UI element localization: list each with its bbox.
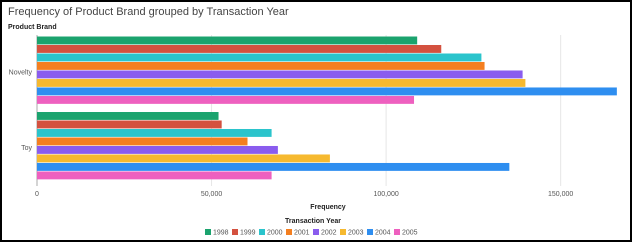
legend-swatch bbox=[394, 229, 400, 235]
legend-label: 2005 bbox=[402, 229, 418, 236]
bar bbox=[37, 70, 523, 79]
legend-swatch bbox=[259, 229, 265, 235]
legend-swatch bbox=[367, 229, 373, 235]
x-tick-label: 150,000 bbox=[548, 191, 573, 198]
legend-swatch bbox=[205, 229, 211, 235]
legend-label: 2002 bbox=[321, 229, 337, 236]
bar bbox=[37, 137, 248, 146]
bar bbox=[37, 45, 442, 53]
bar bbox=[37, 154, 330, 163]
bar bbox=[37, 87, 617, 96]
y-axis-title: Product Brand bbox=[8, 24, 57, 31]
bar bbox=[37, 162, 510, 171]
bar bbox=[37, 112, 219, 120]
y-tick-label: Toy bbox=[21, 145, 32, 152]
bar bbox=[37, 120, 222, 129]
bar bbox=[37, 145, 278, 154]
y-tick-label: Novelty bbox=[9, 70, 33, 77]
x-axis-title: Frequency bbox=[310, 204, 346, 211]
legend-label: 2003 bbox=[348, 229, 364, 236]
legend-label: 1998 bbox=[213, 229, 229, 236]
legend-swatch bbox=[286, 229, 292, 235]
legend-label: 1999 bbox=[240, 229, 256, 236]
x-tick-label: 50,000 bbox=[201, 191, 223, 198]
bar bbox=[37, 53, 482, 62]
legend-label: 2001 bbox=[294, 229, 310, 236]
bar bbox=[37, 171, 272, 180]
legend-swatch bbox=[232, 229, 238, 235]
chart-title: Frequency of Product Brand grouped by Tr… bbox=[8, 6, 289, 18]
legend-title: Transaction Year bbox=[285, 218, 341, 225]
bar bbox=[37, 61, 485, 70]
legend-label: 2000 bbox=[267, 229, 283, 236]
x-tick-label: 100,000 bbox=[373, 191, 398, 198]
legend-label: 2004 bbox=[375, 229, 391, 236]
legend-swatch bbox=[313, 229, 319, 235]
x-tick-label: 0 bbox=[35, 191, 39, 198]
legend-swatch bbox=[340, 229, 346, 235]
bar bbox=[37, 95, 415, 104]
bar bbox=[37, 128, 272, 137]
bar bbox=[37, 78, 526, 87]
bar bbox=[37, 36, 418, 45]
